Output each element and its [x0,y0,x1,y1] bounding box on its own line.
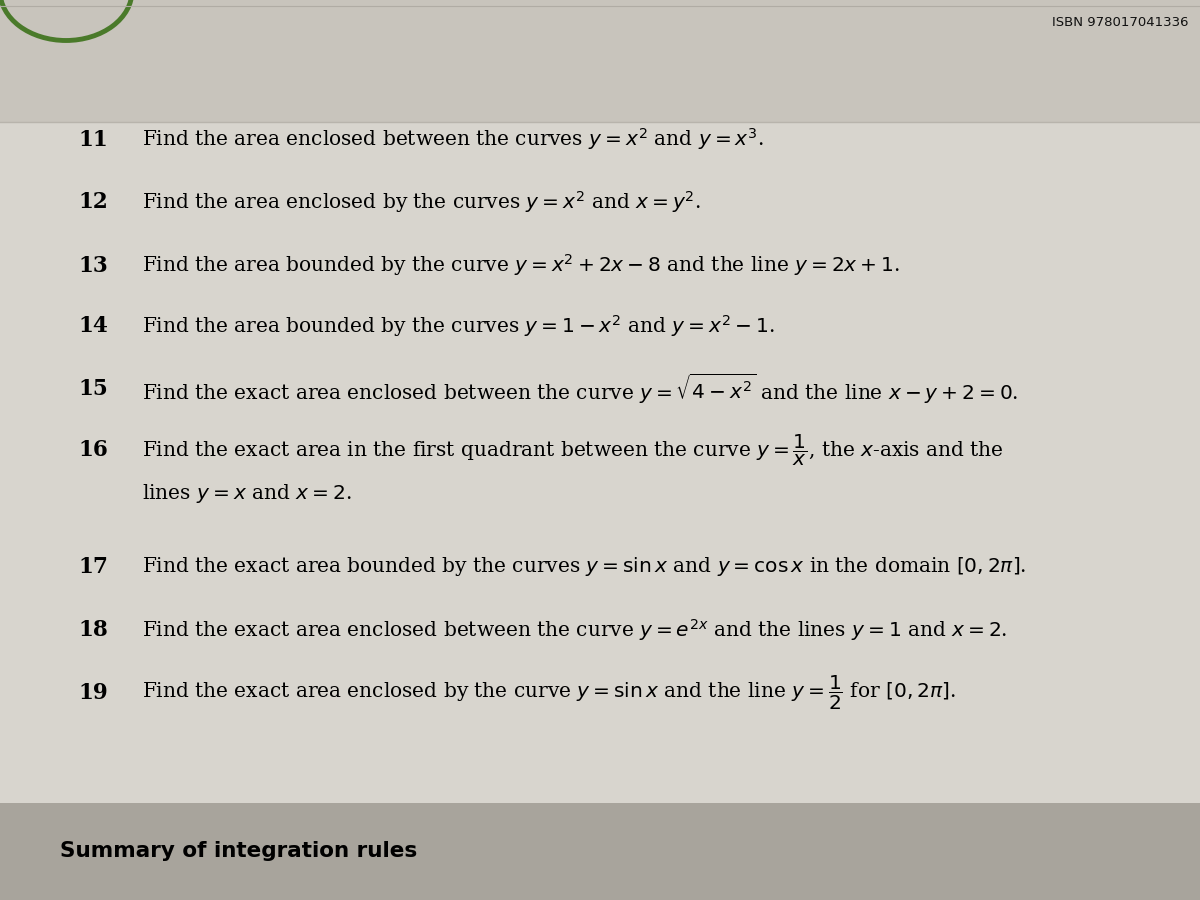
Text: 15: 15 [78,378,108,400]
Text: Find the exact area enclosed between the curve $y = e^{2x}$ and the lines $y = 1: Find the exact area enclosed between the… [142,617,1007,643]
Text: Find the area bounded by the curve $y = x^2 + 2x - 8$ and the line $y = 2x + 1$.: Find the area bounded by the curve $y = … [142,253,899,278]
Text: Find the exact area enclosed between the curve $y = \sqrt{4 - x^2}$ and the line: Find the exact area enclosed between the… [142,372,1018,406]
Text: Find the area bounded by the curves $y = 1 - x^2$ and $y = x^2 - 1$.: Find the area bounded by the curves $y =… [142,313,774,338]
Text: Find the exact area in the first quadrant between the curve $y = \dfrac{1}{x}$, : Find the exact area in the first quadran… [142,432,1003,468]
Text: lines $y = x$ and $x = 2$.: lines $y = x$ and $x = 2$. [142,482,352,505]
Text: 17: 17 [78,556,108,578]
Text: Summary of integration rules: Summary of integration rules [60,842,418,861]
Text: ISBN 978017041336: ISBN 978017041336 [1051,16,1188,29]
Text: 18: 18 [78,619,108,641]
Text: 11: 11 [78,129,108,150]
Text: Find the exact area enclosed by the curve $y = \sin x$ and the line $y = \dfrac{: Find the exact area enclosed by the curv… [142,674,955,712]
Text: 16: 16 [78,439,108,461]
Text: 13: 13 [78,255,108,276]
Text: 14: 14 [78,315,108,337]
Text: Find the area enclosed by the curves $y = x^2$ and $x = y^2$.: Find the area enclosed by the curves $y … [142,190,701,215]
Bar [0,803,1200,900]
Text: 19: 19 [78,682,108,704]
Text: Find the area enclosed between the curves $y = x^2$ and $y = x^3$.: Find the area enclosed between the curve… [142,127,763,152]
Bar [0,0,1200,122]
Text: Find the exact area bounded by the curves $y = \sin x$ and $y = \cos x$ in the d: Find the exact area bounded by the curve… [142,555,1026,579]
Text: 12: 12 [78,192,108,213]
